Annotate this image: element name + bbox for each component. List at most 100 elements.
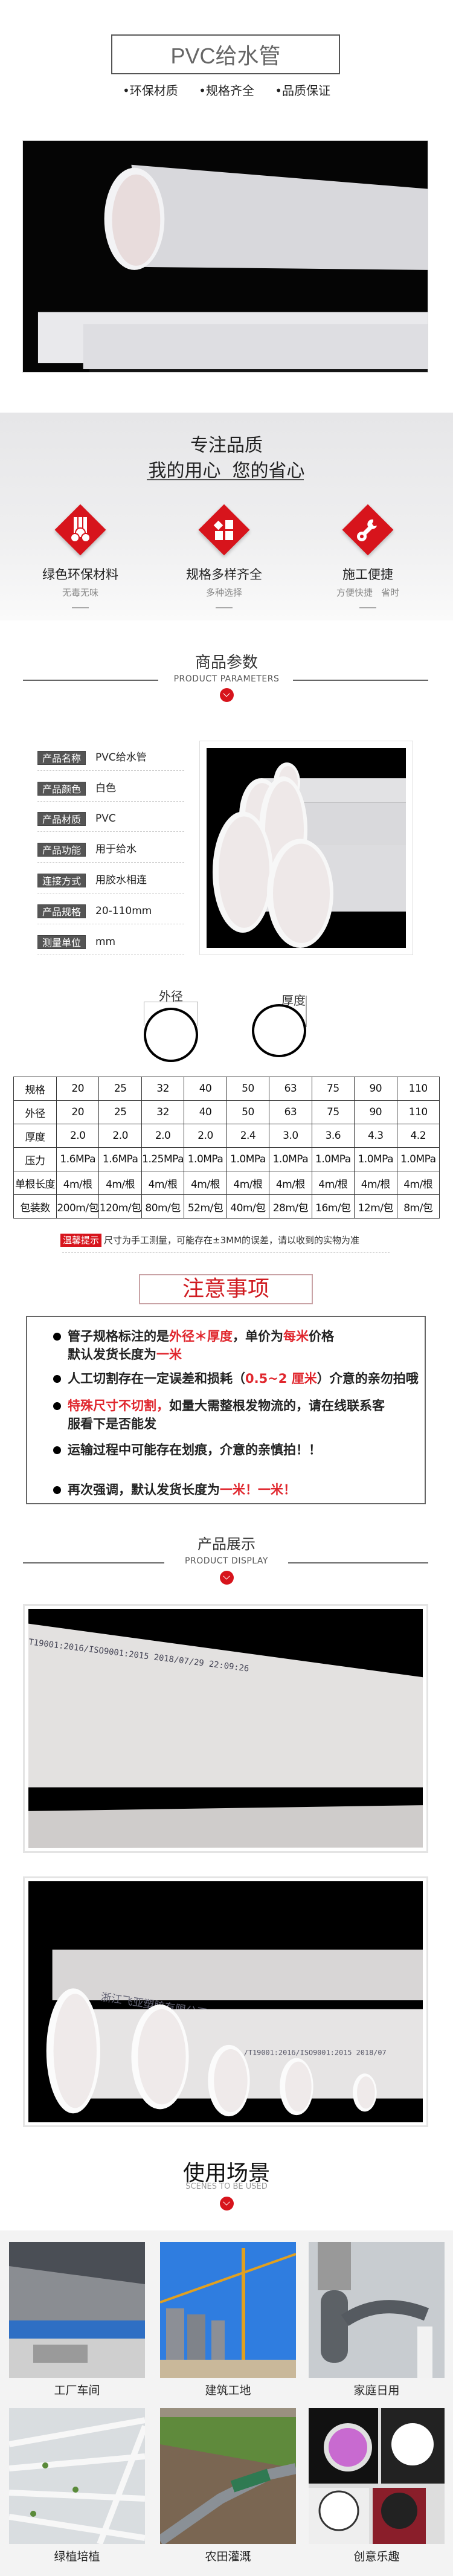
table-cell: 4m/根 <box>269 1171 312 1195</box>
table-cell: 20 <box>56 1100 100 1124</box>
product-title-box: PVC给水管 <box>111 34 340 74</box>
table-cell: 32 <box>141 1077 185 1101</box>
bullet-icon <box>53 1402 61 1410</box>
table-cell: 2.0 <box>56 1124 100 1148</box>
table-cell: 1.0MPa <box>311 1147 355 1171</box>
bullet-quality: •品质保证 <box>275 83 331 98</box>
table-cell: 4m/根 <box>141 1171 185 1195</box>
scene-photo <box>9 2408 145 2544</box>
param-value: 用于给水 <box>95 843 137 855</box>
param-row: 产品颜色 白色 <box>37 782 184 802</box>
table-cell: 1.6MPa <box>56 1147 100 1171</box>
table-cell: 2.0 <box>98 1124 142 1148</box>
scene-card: 工厂车间 <box>9 2242 145 2398</box>
note-highlight: 外径＊厚度 <box>169 1329 233 1344</box>
display-section-subtitle: PRODUCT DISPLAY <box>185 1556 268 1566</box>
scene-label: 绿植培植 <box>54 2550 100 2563</box>
scene-label: 建筑工地 <box>205 2384 251 2397</box>
feature-title: 绿色环保材料 <box>42 567 118 582</box>
param-row: 产品名称 PVC给水管 <box>37 751 184 771</box>
scene-label: 工厂车间 <box>54 2384 100 2397</box>
table-cell: 4m/根 <box>56 1171 100 1195</box>
param-label: 产品规格 <box>37 904 86 918</box>
table-cell: 3.0 <box>269 1124 312 1148</box>
table-cell: 90 <box>354 1100 397 1124</box>
scene-label: 农田灌溉 <box>205 2550 251 2563</box>
param-row: 测量单位 mm <box>37 935 184 955</box>
chevron-down-icon <box>220 1571 234 1585</box>
slogan-line1: 专注品质 <box>190 435 263 456</box>
notes-box: 管子规格标注的是外径＊厚度，单价为每米价格 默认发货长度为一米 人工切割存在一定误差… <box>26 1316 426 1504</box>
feature-item: 施工便捷 方便快捷 省时 <box>301 565 434 608</box>
table-cell: 120m/包 <box>98 1194 142 1219</box>
table-row: 压力 1.6MPa 1.6MPa 1.25MPa 1.0MPa 1.0MPa 1.0MPa 1… <box>13 1147 440 1171</box>
bullet-icon <box>53 1486 61 1494</box>
display-photo-2: 浙江飞亚塑胶有限公司 环保无铅 /T19001:2016/ISO9001:201… <box>23 1876 428 2127</box>
chevron-down-icon <box>220 2197 234 2211</box>
spec-table: 规格 20 25 32 40 50 63 75 90 110 外径 20 25 32 40 50 63 75 90 1… <box>13 1077 440 1219</box>
note-item: 再次强调，默认发货长度为一米！一米！ <box>53 1481 296 1499</box>
param-value: 白色 <box>95 782 116 794</box>
pipe-print-text: /T19001:2016/ISO9001:2015 2018/07 <box>244 2049 387 2057</box>
table-cell: 2.0 <box>184 1124 227 1148</box>
params-section-title: 商品参数 <box>194 654 258 672</box>
display-section-title: 产品展示 <box>198 1536 255 1553</box>
param-row: 产品规格 20-110mm <box>37 904 184 924</box>
table-row: 厚度 2.0 2.0 2.0 2.0 2.4 3.0 3.6 4.3 4.2 <box>13 1124 440 1148</box>
table-cell: 1.0MPa <box>269 1147 312 1171</box>
scenes-section-title: 使用场景 <box>182 2161 270 2186</box>
thickness-circle <box>252 1004 306 1057</box>
scene-photo <box>160 2408 296 2544</box>
table-cell: 25 <box>98 1077 142 1101</box>
table-cell: 16m/包 <box>311 1194 355 1219</box>
note-highlight: 特殊尺寸不切割， <box>68 1399 169 1413</box>
note-text: 价格 <box>309 1329 334 1344</box>
table-cell: 3.6 <box>311 1124 355 1148</box>
feature-subtitle: 方便快捷 省时 <box>336 587 400 598</box>
table-cell: 50 <box>226 1077 270 1101</box>
note-text: 人工切割存在一定误差和损耗（ <box>68 1371 245 1386</box>
note-highlight: 一米 <box>156 1347 182 1362</box>
scene-label: 创意乐趣 <box>353 2550 400 2563</box>
note-text: 默认发货长度为 <box>68 1347 156 1362</box>
scene-photo <box>160 2242 296 2378</box>
table-cell: 50 <box>226 1100 270 1124</box>
note-item: 特殊尺寸不切割，如量大需整根发物流的，请在线联系客 服看下是否能发 <box>53 1397 385 1433</box>
table-cell: 52m/包 <box>184 1194 227 1219</box>
scene-photo <box>309 2242 445 2378</box>
scene-card: 农田灌溉 <box>160 2408 296 2564</box>
table-cell: 4.2 <box>396 1124 440 1148</box>
note-text: 运输过程中可能存在划痕，介意的亲慎拍！！ <box>68 1443 321 1457</box>
param-value: PVC <box>95 813 116 825</box>
param-row: 连接方式 用胶水相连 <box>37 874 184 894</box>
table-cell: 4m/根 <box>98 1171 142 1195</box>
scene-photo <box>9 2242 145 2378</box>
feature-item: 绿色环保材料 无毒无味 <box>14 565 147 608</box>
table-cell: 12m/包 <box>354 1194 397 1219</box>
param-value: 20-110mm <box>95 905 152 917</box>
table-cell: 40 <box>184 1100 227 1124</box>
note-line: 人工切割存在一定误差和损耗（0.5~2 厘米）介意的亲勿拍哦 <box>68 1370 419 1388</box>
outer-diameter-circle <box>144 1008 198 1062</box>
param-label: 测量单位 <box>37 935 86 949</box>
feature-title: 规格多样齐全 <box>186 567 262 582</box>
table-cell: 4m/根 <box>354 1171 397 1195</box>
tip-line: 温馨提示 尺寸为手工测量，可能存在±3MM的误差，请以收到的实物为准 <box>60 1234 359 1247</box>
note-line: 默认发货长度为一米 <box>68 1345 334 1364</box>
table-cell: 1.0MPa <box>354 1147 397 1171</box>
slogan-underline <box>147 479 304 480</box>
table-cell: 4m/根 <box>226 1171 270 1195</box>
table-cell: 4m/根 <box>184 1171 227 1195</box>
table-cell: 40 <box>184 1077 227 1101</box>
scene-card: 绿植培植 <box>9 2408 145 2564</box>
table-cell: 75 <box>311 1100 355 1124</box>
note-text: 如量大需整根发物流的，请在线联系客 <box>169 1399 385 1413</box>
table-cell: 25 <box>98 1100 142 1124</box>
table-cell: 1.0MPa <box>226 1147 270 1171</box>
table-cell: 90 <box>354 1077 397 1101</box>
params-photo <box>199 741 413 955</box>
bullet-eco: •环保材质 <box>122 83 178 98</box>
feature-dash <box>72 607 89 608</box>
row-header: 包装数 <box>13 1194 57 1219</box>
table-row: 外径 20 25 32 40 50 63 75 90 110 <box>13 1100 440 1124</box>
